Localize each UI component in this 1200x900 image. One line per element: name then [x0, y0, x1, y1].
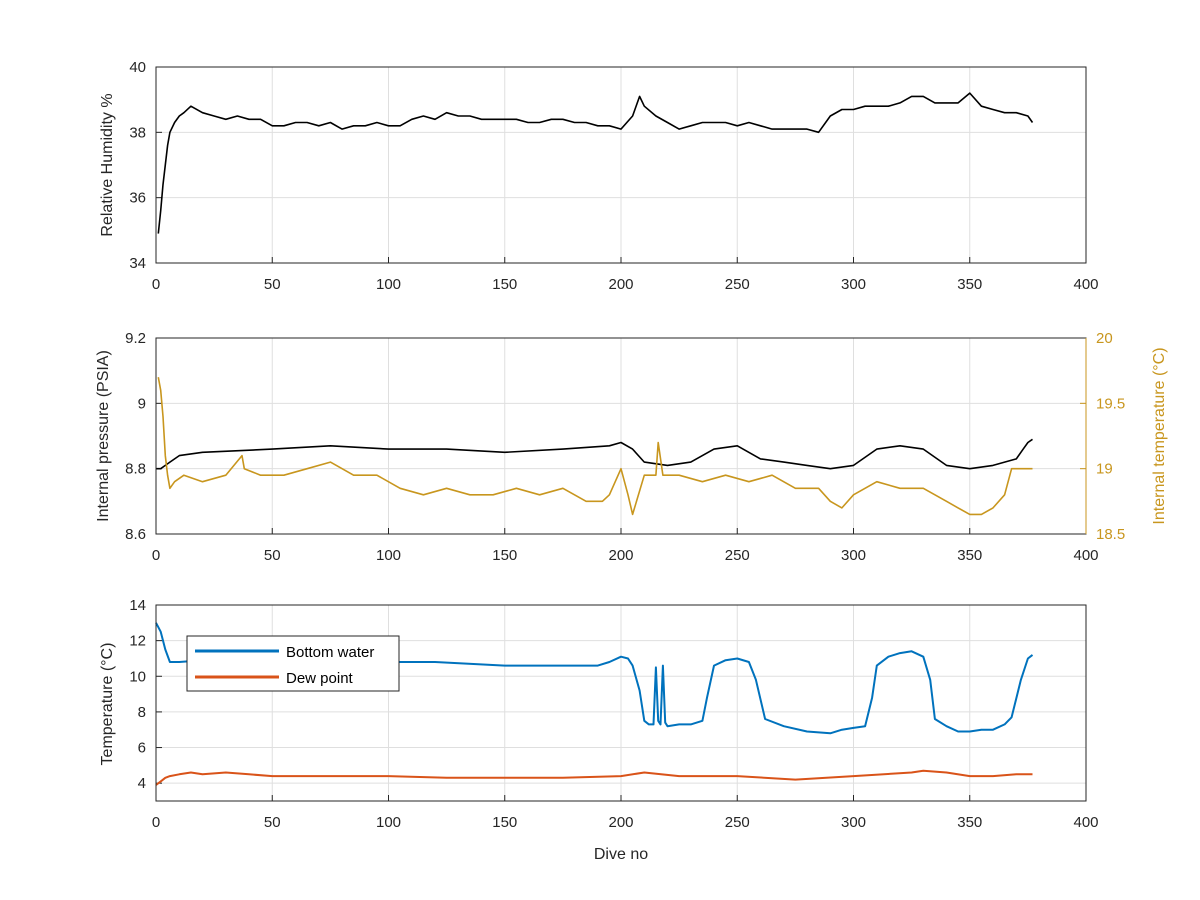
x-tick-label: 150	[492, 276, 517, 293]
internal-temperature-y-axis-label: Internal temperature (°C)	[1151, 347, 1168, 524]
x-tick-label: 250	[725, 547, 750, 564]
temperature-y-tick-labels: 4 6 8 10 12 14	[129, 597, 146, 792]
x-axis-label: Dive no	[594, 846, 648, 863]
temperature-panel: 0 50 100 150 200 250 300 350 400 4 6 8 10 12 14 Tempe…	[99, 597, 1099, 863]
pressure-y-tick-labels: 8.6 8.8 9 9.2	[125, 330, 146, 543]
x-tick-label: 50	[264, 814, 281, 831]
x-tick-label: 50	[264, 547, 281, 564]
legend-box	[186, 635, 400, 692]
x-tick-label: 150	[492, 814, 517, 831]
pressure-y-axis-label: Internal pressure (PSIA)	[95, 350, 112, 522]
x-tick-label: 250	[725, 814, 750, 831]
x-tick-label: 100	[376, 814, 401, 831]
humidity-axes-frame	[155, 66, 1087, 264]
dew-point-line	[155, 769, 1033, 786]
x-tick-label: 350	[957, 276, 982, 293]
x-tick-label: 200	[608, 276, 633, 293]
y-tick-label: 9	[138, 395, 146, 412]
x-tick-label: 300	[841, 814, 866, 831]
x-tick-label: 250	[725, 276, 750, 293]
legend: Bottom water Dew point	[186, 635, 400, 692]
pressure-x-tick-labels: 0 50 100 150 200 250 300 350 400	[152, 547, 1099, 564]
bottom-water-line	[155, 622, 1034, 735]
y-tick-label: 36	[129, 190, 146, 207]
temperature-x-tick-labels: 0 50 100 150 200 250 300 350 400	[152, 814, 1099, 831]
y-tick-label: 8.8	[125, 461, 146, 478]
humidity-x-tick-labels: 0 50 100 150 200 250 300 350 400	[152, 276, 1099, 293]
y-tick-label: 12	[129, 633, 146, 650]
y-tick-label: 6	[138, 740, 146, 757]
x-tick-label: 300	[841, 276, 866, 293]
temperature-axes-frame	[155, 604, 1087, 802]
pressure-series-0-line	[156, 438, 1033, 470]
y-tick-label: 9.2	[125, 330, 146, 347]
x-tick-label: 300	[841, 547, 866, 564]
legend-label-dew-point: Dew point	[286, 670, 354, 687]
y-tick-label: 8	[138, 704, 146, 721]
y2-tick-label: 20	[1096, 330, 1113, 347]
y-tick-label: 4	[138, 775, 146, 792]
pressure-temperature-panel: 0 50 100 150 200 250 300 350 400 8.6 8.8 9 9.2 18.5…	[95, 330, 1168, 564]
y-tick-label: 38	[129, 124, 146, 141]
humidity-y-axis-label: Relative Humidity %	[99, 93, 116, 236]
humidity-panel: 0 50 100 150 200 250 300 350 400 34 36 38 40 Relati…	[99, 59, 1099, 293]
x-tick-label: 400	[1073, 547, 1098, 564]
x-tick-label: 350	[957, 814, 982, 831]
y2-tick-label: 19	[1096, 461, 1113, 478]
x-tick-label: 200	[608, 547, 633, 564]
legend-label-bottom-water: Bottom water	[286, 644, 374, 661]
y-tick-label: 40	[129, 59, 146, 76]
pressure-series-1-line	[157, 377, 1033, 516]
humidity-y-tick-labels: 34 36 38 40	[129, 59, 146, 272]
y-tick-label: 34	[129, 255, 146, 272]
y-tick-label: 10	[129, 668, 146, 685]
y2-tick-label: 19.5	[1096, 395, 1125, 412]
x-tick-label: 100	[376, 547, 401, 564]
x-tick-label: 0	[152, 547, 160, 564]
humidity-series-0-line	[157, 92, 1034, 234]
x-tick-label: 0	[152, 814, 160, 831]
x-tick-label: 100	[376, 276, 401, 293]
humidity-series	[157, 92, 1034, 234]
internal-temperature-y-tick-labels: 18.5 19 19.5 20	[1096, 330, 1125, 543]
y2-tick-label: 18.5	[1096, 526, 1125, 543]
x-tick-label: 50	[264, 276, 281, 293]
x-tick-label: 0	[152, 276, 160, 293]
x-tick-label: 200	[608, 814, 633, 831]
x-tick-label: 150	[492, 547, 517, 564]
x-tick-label: 400	[1073, 276, 1098, 293]
y-tick-label: 8.6	[125, 526, 146, 543]
x-tick-label: 350	[957, 547, 982, 564]
y-tick-label: 14	[129, 597, 146, 614]
x-tick-label: 400	[1073, 814, 1098, 831]
pressure-temperature-series	[156, 377, 1033, 516]
temperature-series	[155, 622, 1034, 786]
temperature-y-axis-label: Temperature (°C)	[99, 643, 116, 766]
